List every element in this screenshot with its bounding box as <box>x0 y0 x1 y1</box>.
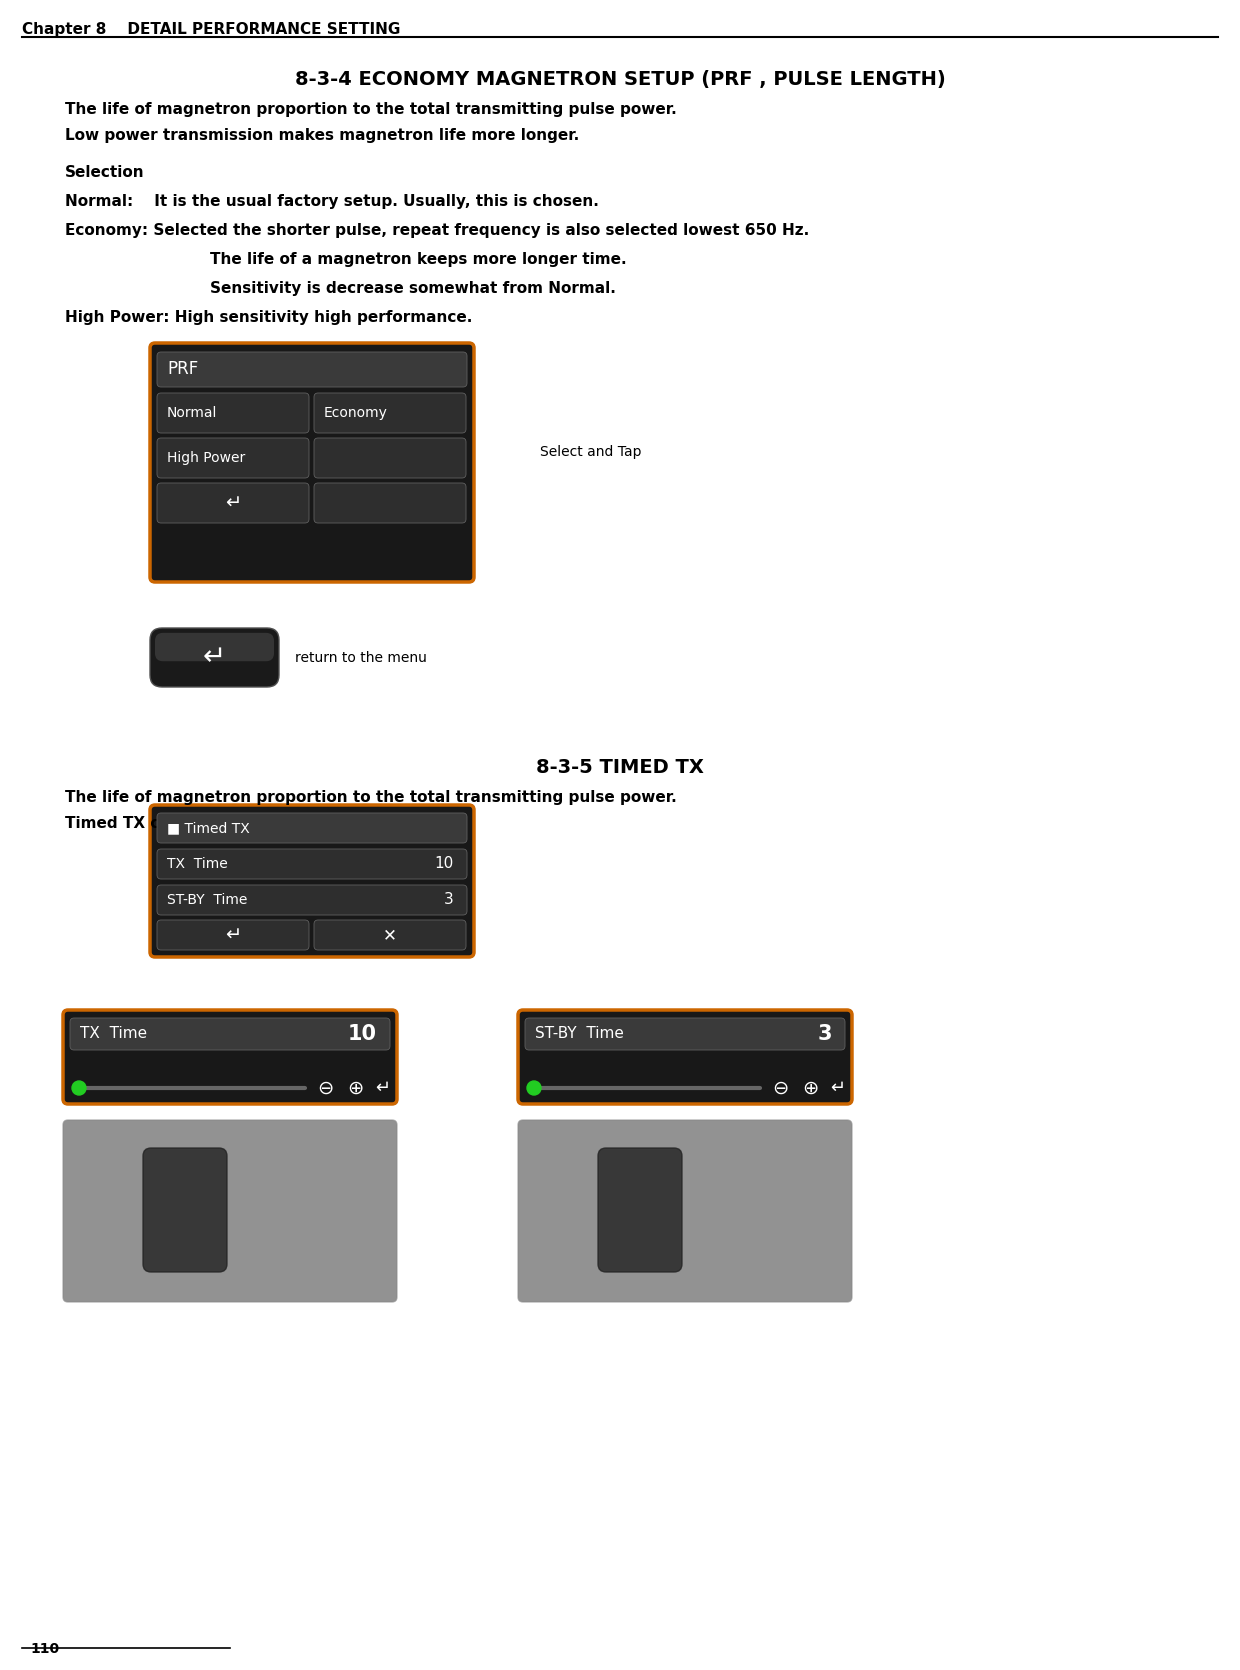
Text: 8-3-5 TIMED TX: 8-3-5 TIMED TX <box>536 758 704 777</box>
Text: 10: 10 <box>435 857 454 872</box>
FancyBboxPatch shape <box>157 483 309 523</box>
Text: ST-BY  Time: ST-BY Time <box>167 893 247 907</box>
FancyBboxPatch shape <box>525 1019 844 1050</box>
Circle shape <box>527 1080 541 1096</box>
Text: ↵: ↵ <box>224 925 242 945</box>
Text: TX  Time: TX Time <box>81 1027 148 1042</box>
Text: Selection: Selection <box>64 165 145 180</box>
Text: Normal:    It is the usual factory setup. Usually, this is chosen.: Normal: It is the usual factory setup. U… <box>64 194 599 209</box>
Text: ↵: ↵ <box>203 643 226 671</box>
FancyBboxPatch shape <box>157 920 309 950</box>
FancyBboxPatch shape <box>69 1019 391 1050</box>
Text: High Power: High Power <box>167 451 246 464</box>
Text: ⊖: ⊖ <box>771 1079 789 1097</box>
Text: High Power: High sensitivity high performance.: High Power: High sensitivity high perfor… <box>64 311 472 326</box>
Text: The life of a magnetron keeps more longer time.: The life of a magnetron keeps more longe… <box>210 252 626 267</box>
Text: The life of magnetron proportion to the total transmitting pulse power.: The life of magnetron proportion to the … <box>64 790 677 805</box>
FancyBboxPatch shape <box>314 392 466 433</box>
Text: Economy: Selected the shorter pulse, repeat frequency is also selected lowest 65: Economy: Selected the shorter pulse, rep… <box>64 224 810 239</box>
FancyBboxPatch shape <box>314 920 466 950</box>
FancyBboxPatch shape <box>63 1010 397 1104</box>
Circle shape <box>72 1080 86 1096</box>
FancyBboxPatch shape <box>157 885 467 915</box>
FancyBboxPatch shape <box>314 483 466 523</box>
Text: 8-3-4 ECONOMY MAGNETRON SETUP (PRF , PULSE LENGTH): 8-3-4 ECONOMY MAGNETRON SETUP (PRF , PUL… <box>295 70 945 89</box>
FancyBboxPatch shape <box>150 342 474 583</box>
Text: Chapter 8    DETAIL PERFORMANCE SETTING: Chapter 8 DETAIL PERFORMANCE SETTING <box>22 22 401 37</box>
FancyBboxPatch shape <box>157 352 467 387</box>
Text: Sensitivity is decrease somewhat from Normal.: Sensitivity is decrease somewhat from No… <box>210 281 616 296</box>
FancyBboxPatch shape <box>157 392 309 433</box>
FancyBboxPatch shape <box>155 633 274 661</box>
Text: Normal: Normal <box>167 406 217 419</box>
Text: Timed TX can save magnetron life longer.: Timed TX can save magnetron life longer. <box>64 817 422 832</box>
Text: PRF: PRF <box>167 361 198 379</box>
Text: ⊕: ⊕ <box>347 1079 363 1097</box>
FancyBboxPatch shape <box>143 1147 227 1273</box>
Text: 10: 10 <box>348 1024 377 1044</box>
Text: ↵: ↵ <box>831 1079 846 1097</box>
FancyBboxPatch shape <box>150 805 474 957</box>
Text: The life of magnetron proportion to the total transmitting pulse power.: The life of magnetron proportion to the … <box>64 102 677 117</box>
Text: ⊖: ⊖ <box>316 1079 334 1097</box>
Text: TX  Time: TX Time <box>167 857 228 872</box>
Text: ↵: ↵ <box>224 494 242 513</box>
Text: ✕: ✕ <box>383 925 397 944</box>
Text: Select and Tap: Select and Tap <box>539 444 641 459</box>
FancyBboxPatch shape <box>150 628 279 686</box>
FancyBboxPatch shape <box>518 1010 852 1104</box>
FancyBboxPatch shape <box>63 1121 397 1303</box>
Text: 3: 3 <box>444 892 454 907</box>
FancyBboxPatch shape <box>157 438 309 478</box>
FancyBboxPatch shape <box>314 438 466 478</box>
FancyBboxPatch shape <box>518 1121 852 1303</box>
Text: ■ Timed TX: ■ Timed TX <box>167 822 249 835</box>
Text: Low power transmission makes magnetron life more longer.: Low power transmission makes magnetron l… <box>64 129 579 144</box>
FancyBboxPatch shape <box>598 1147 682 1273</box>
FancyBboxPatch shape <box>157 848 467 878</box>
Text: 110: 110 <box>30 1642 60 1657</box>
FancyBboxPatch shape <box>157 813 467 843</box>
Text: Economy: Economy <box>324 406 388 419</box>
Text: ↵: ↵ <box>376 1079 391 1097</box>
Text: ⊕: ⊕ <box>802 1079 818 1097</box>
Text: 3: 3 <box>817 1024 832 1044</box>
Text: ST-BY  Time: ST-BY Time <box>534 1027 624 1042</box>
Text: return to the menu: return to the menu <box>295 651 427 665</box>
